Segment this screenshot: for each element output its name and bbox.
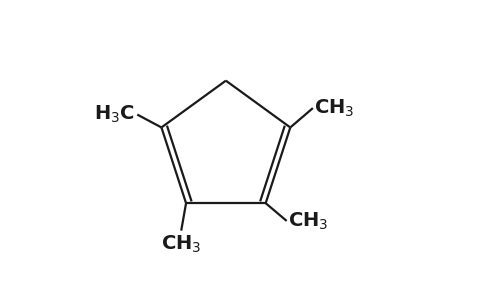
Text: H$_3$C: H$_3$C xyxy=(94,104,135,125)
Text: CH$_3$: CH$_3$ xyxy=(288,210,329,232)
Text: CH$_3$: CH$_3$ xyxy=(161,234,201,255)
Text: CH$_3$: CH$_3$ xyxy=(315,98,355,119)
